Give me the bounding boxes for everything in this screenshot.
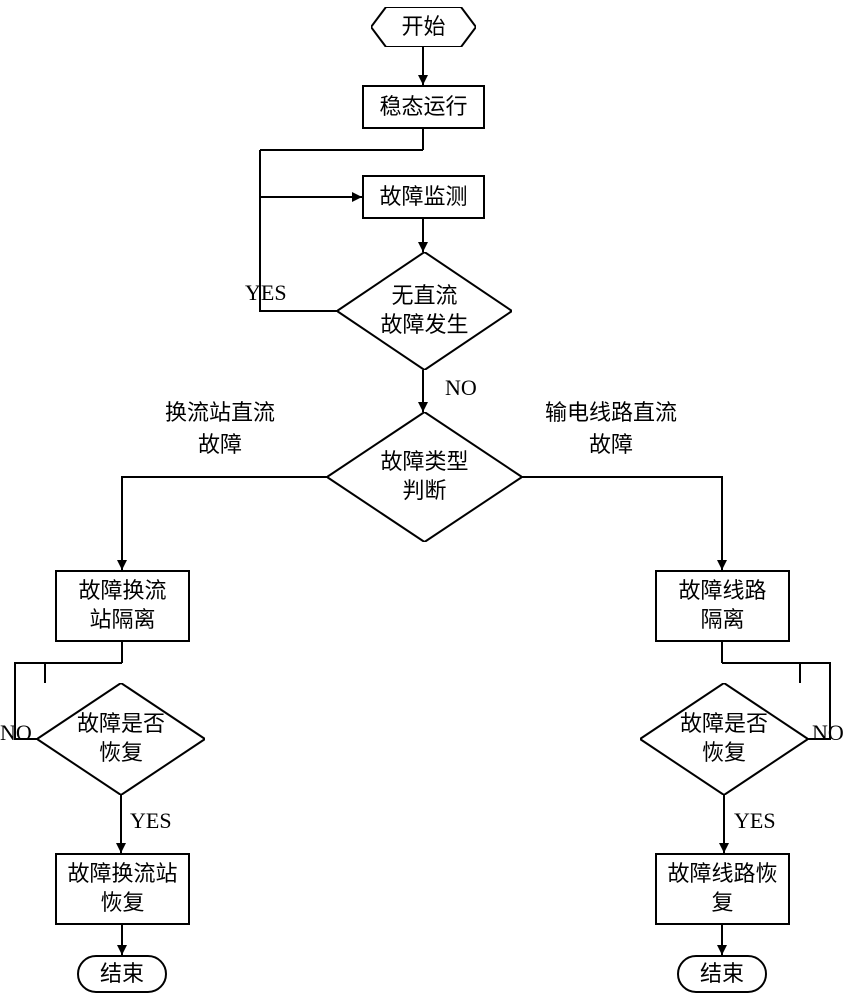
iso-station-node: 故障换流站隔离 bbox=[55, 570, 190, 642]
rec-station-q-label: 故障是否恢复 bbox=[77, 710, 165, 767]
rec-line-decision: 故障是否恢复 bbox=[640, 683, 808, 795]
no-down-label: NO bbox=[445, 375, 477, 401]
type-right-label: 输电线路直流故障 bbox=[545, 395, 677, 459]
rec-line-q-label: 故障是否恢复 bbox=[680, 710, 768, 767]
monitor-node: 故障监测 bbox=[362, 175, 485, 219]
steady-node: 稳态运行 bbox=[362, 85, 485, 129]
iso-line-node: 故障线路隔离 bbox=[655, 570, 790, 642]
end-right-label: 结束 bbox=[700, 960, 744, 989]
end-right-node: 结束 bbox=[677, 955, 767, 993]
yes-right-label: YES bbox=[734, 808, 776, 834]
no-right-label: NO bbox=[812, 720, 844, 746]
yes-left-label: YES bbox=[130, 808, 172, 834]
monitor-label: 故障监测 bbox=[379, 183, 467, 212]
iso-line-label: 故障线路隔离 bbox=[678, 577, 766, 634]
type-left-label: 换流站直流故障 bbox=[165, 395, 275, 459]
no-fault-label: 无直流故障发生 bbox=[380, 282, 468, 339]
no-fault-decision: 无直流故障发生 bbox=[337, 252, 512, 370]
rec-line-node: 故障线路恢复 bbox=[655, 853, 790, 925]
rec-station-node: 故障换流站恢复 bbox=[55, 853, 190, 925]
start-label: 开始 bbox=[401, 13, 445, 42]
fault-type-decision: 故障类型判断 bbox=[327, 412, 522, 542]
rec-line-label: 故障线路恢复 bbox=[667, 860, 777, 917]
iso-station-label: 故障换流站隔离 bbox=[78, 577, 166, 634]
steady-label: 稳态运行 bbox=[379, 93, 467, 122]
no-left-label: NO bbox=[0, 720, 32, 746]
end-left-node: 结束 bbox=[77, 955, 167, 993]
end-left-label: 结束 bbox=[100, 960, 144, 989]
start-node: 开始 bbox=[371, 7, 476, 47]
yes-loop-label: YES bbox=[245, 280, 287, 306]
fault-type-label: 故障类型判断 bbox=[380, 448, 468, 505]
rec-station-decision: 故障是否恢复 bbox=[37, 683, 205, 795]
rec-station-label: 故障换流站恢复 bbox=[67, 860, 177, 917]
